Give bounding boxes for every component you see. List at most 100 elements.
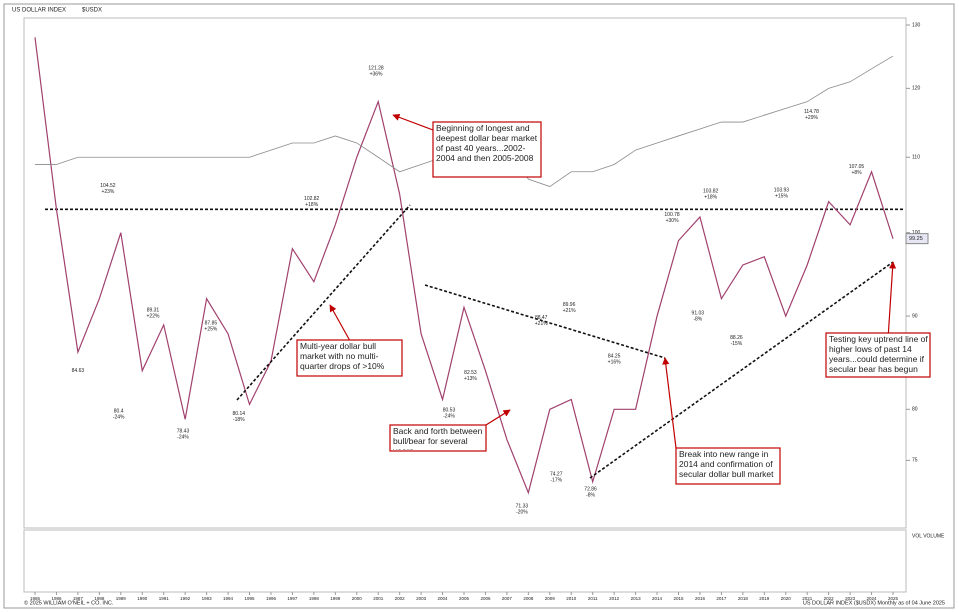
y-tick-label: 100 xyxy=(912,230,921,236)
annotation-text: Beginning of longest and deepest dollar … xyxy=(436,123,538,163)
point-label: 100.78 xyxy=(664,212,680,218)
point-label: 71.33 xyxy=(516,503,529,509)
point-change: +23% xyxy=(101,189,114,195)
point-label: 107.05 xyxy=(849,164,865,170)
point-change: +30% xyxy=(666,218,679,224)
frame xyxy=(3,3,955,609)
x-tick-label: 2002 xyxy=(395,596,406,601)
point-change: -15% xyxy=(731,341,743,347)
x-tick-label: 2019 xyxy=(759,596,770,601)
x-tick-label: 2018 xyxy=(738,596,749,601)
annotation-arrow xyxy=(662,357,677,449)
point-change: +22% xyxy=(147,313,160,319)
point-change: +8% xyxy=(851,170,862,176)
annotation: Back and forth between bull/bear for sev… xyxy=(393,426,483,450)
x-tick-label: 2014 xyxy=(652,596,663,601)
point-change: -24% xyxy=(113,415,125,421)
point-change: -17% xyxy=(550,477,562,483)
point-change: +29% xyxy=(805,115,818,121)
annotation: Testing key uptrend line of higher lows … xyxy=(829,334,928,374)
point-label: 89.31 xyxy=(147,307,160,313)
point-change: -8% xyxy=(693,316,702,322)
y-tick-label: 130 xyxy=(912,22,921,28)
annotation-arrow xyxy=(329,304,351,341)
annotation-box xyxy=(389,424,487,452)
y-tick-label: 120 xyxy=(912,86,921,92)
annotation-text: Break into new range in 2014 and confirm… xyxy=(679,449,774,479)
y-tick-label: 75 xyxy=(912,458,918,464)
annotation-arrow xyxy=(392,113,434,131)
point-label: 102.82 xyxy=(304,196,320,202)
x-tick-label: 2020 xyxy=(781,596,792,601)
x-tick-label: 1987 xyxy=(73,596,84,601)
trend-line xyxy=(236,204,411,401)
x-tick-label: 2005 xyxy=(459,596,470,601)
y-tick-label: 110 xyxy=(912,155,920,161)
annotation-text: Back and forth between bull/bear for sev… xyxy=(393,426,483,450)
x-tick-label: 1991 xyxy=(159,596,170,601)
annotation: Multi-year dollar bull market with no mu… xyxy=(300,341,385,371)
x-tick-label: 2013 xyxy=(631,596,642,601)
last-value-box xyxy=(905,233,929,245)
x-tick-label: 1989 xyxy=(116,596,127,601)
x-tick-label: 2022 xyxy=(824,596,835,601)
volume-panel xyxy=(23,529,907,593)
title: US DOLLAR INDEX xyxy=(12,8,66,14)
annotation-arrow xyxy=(485,409,511,426)
x-tick-label: 2001 xyxy=(373,596,384,601)
x-tick-label: 2016 xyxy=(695,596,706,601)
point-change: -24% xyxy=(177,434,189,440)
x-tick-label: 1988 xyxy=(94,596,105,601)
annotation-text: Multi-year dollar bull market with no mu… xyxy=(300,341,385,371)
copyright: © 2025 WILLIAM O'NEIL + CO. INC. xyxy=(24,599,114,606)
x-tick-label: 2015 xyxy=(673,596,684,601)
x-tick-label: 2007 xyxy=(502,596,513,601)
x-tick-label: 2004 xyxy=(438,596,449,601)
x-tick-label: 1993 xyxy=(202,596,213,601)
x-tick-label: 1986 xyxy=(51,596,62,601)
point-label: 91.03 xyxy=(692,310,705,316)
point-label: 80.53 xyxy=(443,407,456,413)
point-label: 80.14 xyxy=(233,411,246,417)
x-tick-label: 2025 xyxy=(888,596,899,601)
annotation: Break into new range in 2014 and confirm… xyxy=(679,449,774,479)
x-tick-label: 2008 xyxy=(523,596,534,601)
trend-line xyxy=(424,284,666,359)
point-label: 103.82 xyxy=(703,188,719,194)
point-change: +15% xyxy=(775,193,788,199)
plot-frame xyxy=(23,17,907,529)
x-tick-label: 2000 xyxy=(352,596,363,601)
point-label: 82.53 xyxy=(464,370,477,376)
point-label: 74.27 xyxy=(550,471,563,477)
x-tick-label: 2024 xyxy=(867,596,878,601)
x-tick-label: 1999 xyxy=(330,596,341,601)
point-change: +21% xyxy=(535,321,548,327)
point-label: 104.52 xyxy=(100,183,116,189)
point-change: +36% xyxy=(370,71,383,77)
x-tick-label: 1998 xyxy=(309,596,320,601)
point-change: +13% xyxy=(464,376,477,382)
x-tick-label: 2023 xyxy=(845,596,856,601)
point-change: +25% xyxy=(204,327,217,333)
point-label: 87.85 xyxy=(205,321,218,327)
point-change: -20% xyxy=(516,509,528,515)
x-tick-label: 1997 xyxy=(287,596,298,601)
symbol: $USDX xyxy=(82,8,102,14)
x-tick-label: 1992 xyxy=(180,596,191,601)
point-label: 88.47 xyxy=(535,315,548,321)
point-label: 103.93 xyxy=(774,187,790,193)
point-change: +16% xyxy=(608,360,621,366)
point-label: 88.26 xyxy=(730,335,743,341)
x-tick-label: 2006 xyxy=(480,596,491,601)
x-tick-label: 2021 xyxy=(802,596,813,601)
x-tick-label: 1985 xyxy=(30,596,41,601)
x-tick-label: 1990 xyxy=(137,596,148,601)
last-value: 99.25 xyxy=(909,236,923,242)
point-label: 84.63 xyxy=(72,368,85,374)
point-label: 89.96 xyxy=(563,302,576,308)
annotation-box xyxy=(675,447,781,485)
point-change: -8% xyxy=(586,493,595,499)
annotation: Beginning of longest and deepest dollar … xyxy=(436,123,538,163)
x-tick-label: 2011 xyxy=(588,596,598,601)
